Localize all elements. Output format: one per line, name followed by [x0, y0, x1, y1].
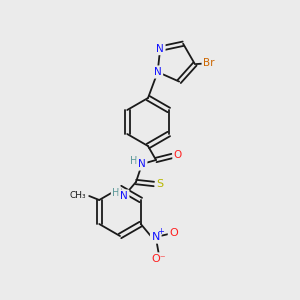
Text: N: N — [154, 67, 162, 77]
Text: N: N — [156, 44, 164, 54]
Text: O: O — [174, 150, 182, 160]
Text: N: N — [138, 159, 146, 169]
Text: Br: Br — [203, 58, 214, 68]
Text: H: H — [130, 156, 138, 166]
Text: O⁻: O⁻ — [152, 254, 166, 264]
Text: S: S — [156, 179, 164, 189]
Text: N: N — [120, 191, 128, 201]
Text: N: N — [152, 232, 160, 242]
Text: H: H — [112, 188, 120, 198]
Text: CH₃: CH₃ — [70, 190, 86, 200]
Text: +: + — [157, 227, 164, 236]
Text: O: O — [169, 228, 178, 238]
